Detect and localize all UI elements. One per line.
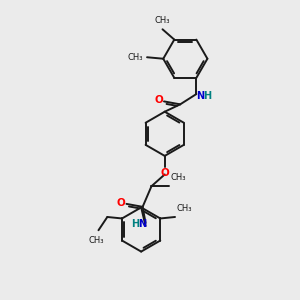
Text: CH₃: CH₃ xyxy=(88,236,104,245)
Text: H: H xyxy=(131,220,139,230)
Text: N: N xyxy=(139,220,147,230)
Text: O: O xyxy=(117,198,125,208)
Text: CH₃: CH₃ xyxy=(171,173,186,182)
Text: H: H xyxy=(203,91,211,101)
Text: O: O xyxy=(154,95,163,105)
Text: CH₃: CH₃ xyxy=(127,53,142,62)
Text: CH₃: CH₃ xyxy=(176,204,192,213)
Text: CH₃: CH₃ xyxy=(154,16,170,26)
Text: N: N xyxy=(196,91,204,101)
Text: O: O xyxy=(160,168,169,178)
